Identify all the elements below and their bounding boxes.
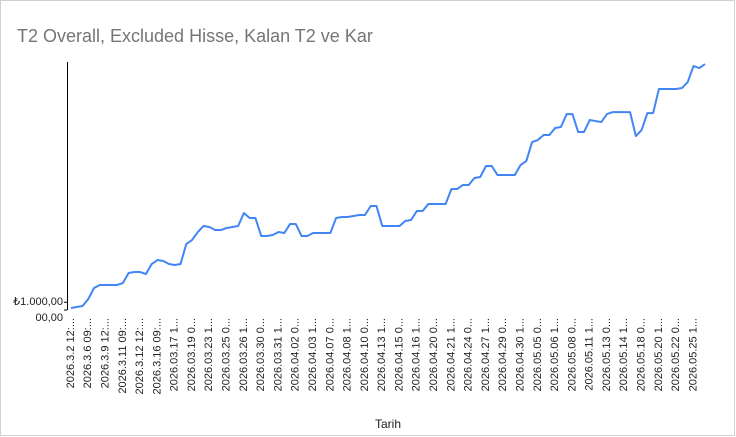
x-tick-label: 2026.3.12 12:... (134, 318, 146, 394)
x-tick-label: 2026.04.20 0... (428, 318, 440, 391)
chart-title: T2 Overall, Excluded Hisse, Kalan T2 ve … (17, 26, 373, 46)
x-tick-label: 2026.04.10 0... (359, 318, 371, 391)
x-tick-label: 2026.05.22 0... (670, 318, 682, 391)
x-tick-label: 2026.03.19 0... (186, 318, 198, 391)
x-tick-label: 2026.04.08 1... (342, 318, 354, 391)
x-tick-label: 2026.03.25 0... (221, 318, 233, 391)
data-line (70, 63, 706, 309)
x-tick-label: 2026.05.08 0... (566, 318, 578, 391)
x-tick-label: 2026.05.13 0... (601, 318, 613, 391)
x-tick-label: 2026.04.13 1... (376, 318, 388, 391)
x-tick-label: 2026.04.21 1... (445, 318, 457, 391)
x-tick-label: 2026.04.15 0... (393, 318, 405, 391)
x-tick-label: 2026.05.05 0... (532, 318, 544, 391)
x-tick-label: 2026.3.6 09:... (82, 318, 94, 388)
x-tick-label: 2026.03.23 1... (203, 318, 215, 391)
x-tick-label: 2026.05.20 1... (653, 318, 665, 391)
x-tick-label: 2026.05.11 1... (584, 318, 596, 391)
x-tick-label: 2026.3.2 12:... (65, 318, 77, 388)
x-tick-label: 2026.04.29 0... (497, 318, 509, 391)
x-tick-label: 2026.04.03 1... (307, 318, 319, 391)
y-tick-label: 00,00 (35, 312, 63, 324)
x-tick-label: 2026.03.31 1... (272, 318, 284, 391)
x-tick-label: 2026.3.16 09:... (151, 318, 163, 394)
x-tick-label: 2026.05.14 1... (618, 318, 630, 391)
x-tick-label: 2026.04.30 1... (514, 318, 526, 391)
x-tick-label: 2026.04.07 0... (324, 318, 336, 391)
x-tick-label: 2026.04.02 0... (290, 318, 302, 391)
x-tick-label: 2026.05.25 1... (687, 318, 699, 391)
x-tick-label: 2026.03.17 1... (169, 318, 181, 391)
x-tick-label: 2026.05.18 0... (636, 318, 648, 391)
y-tick-label: ₺1.000,00 (13, 296, 63, 308)
x-tick-label: 2026.04.16 1... (411, 318, 423, 391)
x-tick-label: 2026.3.9 12:... (99, 318, 111, 388)
x-axis-label: Tarih (375, 417, 401, 431)
x-tick-label: 2026.04.24 0... (463, 318, 475, 391)
x-tick-label: 2026.3.11 09:... (117, 318, 129, 394)
x-tick-label: 2026.04.27 1... (480, 318, 492, 391)
x-tick-label: 2026.03.30 0... (255, 318, 267, 391)
x-tick-label: 2026.03.26 1... (238, 318, 250, 391)
x-tick-label: 2026.05.06 1... (549, 318, 561, 391)
